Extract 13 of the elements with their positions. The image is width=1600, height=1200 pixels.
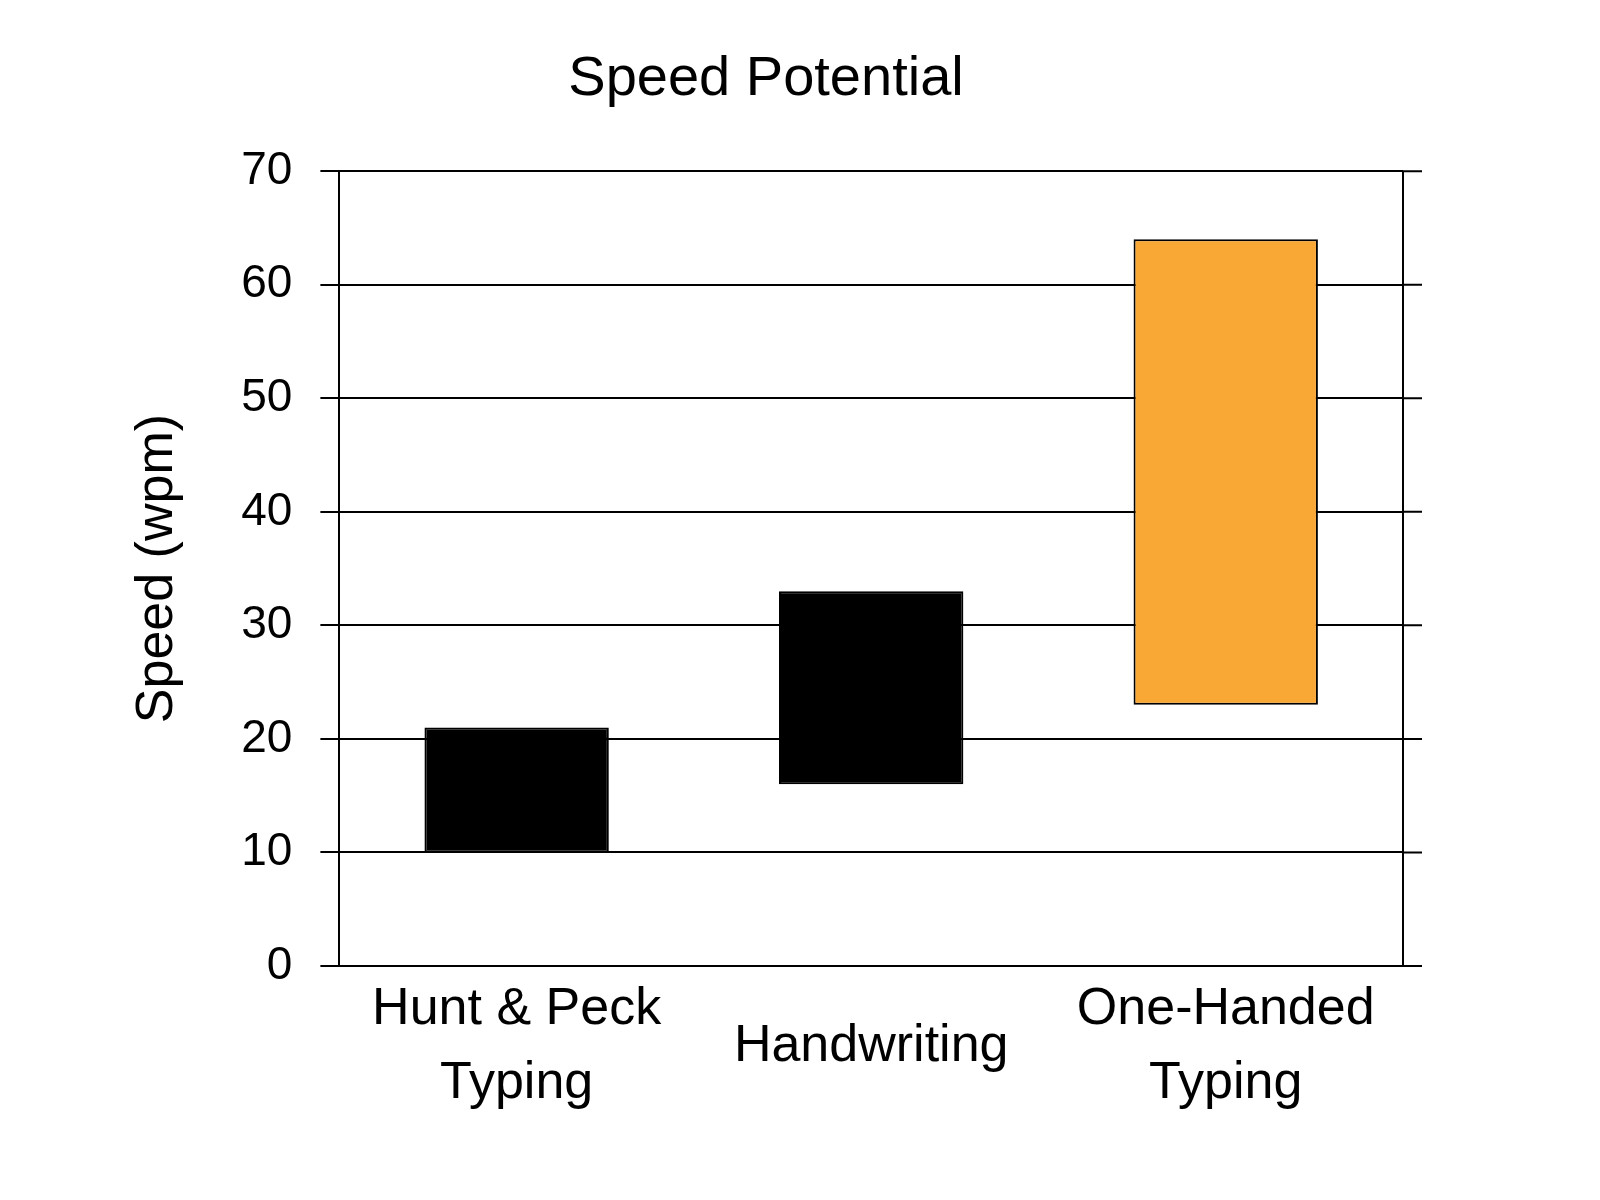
y-tick-label: 30 (241, 596, 293, 649)
y-tick-label: 50 (241, 368, 293, 421)
y-tick-label: 70 (241, 141, 293, 194)
x-tick-label: Handwriting (733, 1014, 1009, 1073)
chart-title: Speed Potential (568, 44, 964, 108)
y-axis-title: Speed (wpm) (124, 413, 183, 724)
x-tick-label: One-Handed Typing (1076, 977, 1375, 1110)
y-tick-label: 60 (241, 255, 293, 308)
y-tick-label: 0 (266, 936, 293, 989)
y-tick-label: 20 (241, 709, 293, 762)
y-tick-label: 40 (241, 482, 293, 535)
y-tick-label: 10 (241, 823, 293, 876)
x-tick-label: Hunt & Peck Typing (372, 977, 663, 1110)
